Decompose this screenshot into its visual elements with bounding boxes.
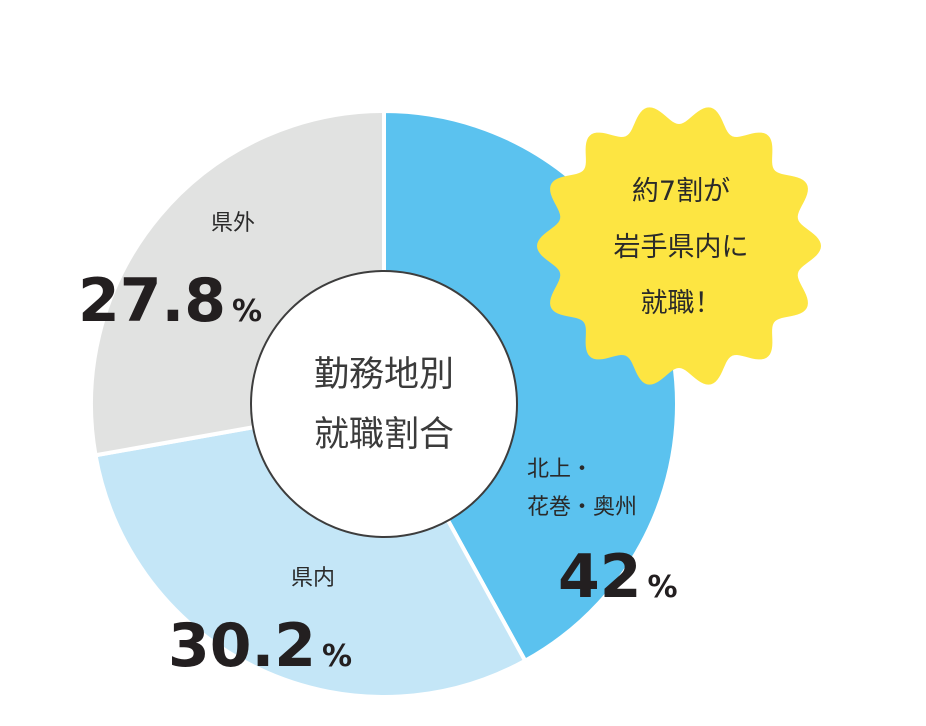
slice-value-number: 30.2 (168, 611, 316, 681)
slice-value-kengai: 27.8% (78, 266, 262, 336)
slice-label-kennai: 県内 30.2% (168, 566, 352, 681)
center-hole (250, 270, 518, 538)
badge-scalloped-shape (537, 107, 821, 385)
slice-name: 県内 (291, 566, 335, 591)
slice-name: 県外 (211, 211, 255, 236)
slice-value-number: 27.8 (78, 266, 226, 336)
slice-value-kennai: 30.2% (168, 611, 352, 681)
highlight-badge: 約7割が 岩手県内に 就職！ (537, 107, 821, 385)
slice-label-kitakami: 北上・ 花巻・奥州 42% (527, 457, 678, 612)
slice-name-line-1: 北上・ (527, 457, 593, 482)
badge-line-2: 岩手県内に (614, 232, 749, 263)
slice-value-number: 42 (558, 542, 642, 612)
center-label-line-2: 就職割合 (314, 415, 454, 455)
slice-value-kitakami: 42% (558, 542, 678, 612)
slice-name-line-2: 花巻・奥州 (527, 495, 637, 520)
badge-line-1: 約7割が (632, 176, 730, 207)
badge-line-3: 就職！ (641, 288, 722, 319)
slice-label-kengai: 県外 27.8% (78, 211, 262, 336)
slice-value-unit: % (322, 639, 352, 674)
slice-value-unit: % (232, 294, 262, 329)
center-label-line-1: 勤務地別 (314, 355, 454, 395)
slice-value-unit: % (648, 570, 678, 605)
